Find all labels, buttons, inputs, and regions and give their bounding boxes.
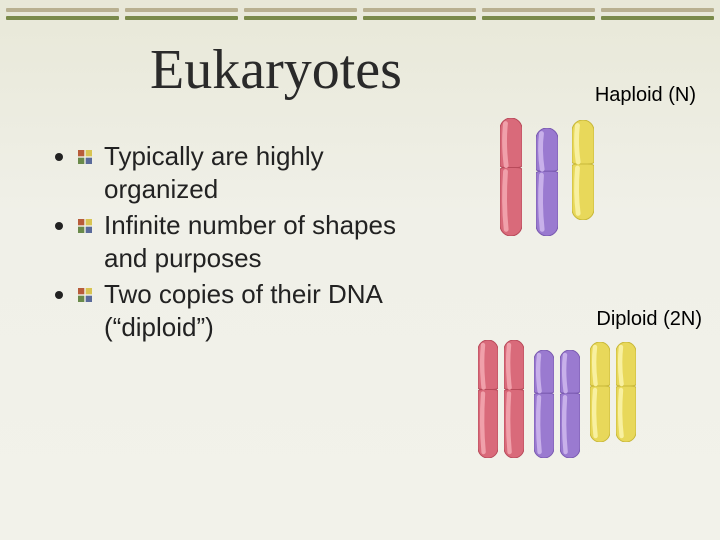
bar-segment-shadow <box>6 8 119 12</box>
bar-segment-shadow <box>244 8 357 12</box>
bar-segment-shadow <box>482 8 595 12</box>
bar-segment <box>363 16 476 20</box>
haploid-label: Haploid (N) <box>595 84 696 107</box>
bar-segment <box>125 16 238 20</box>
bullet-item: Infinite number of shapes and purposes <box>78 209 408 274</box>
bar-segment-shadow <box>601 8 714 12</box>
bullet-text: Two copies of their DNA (“diploid”) <box>104 279 381 342</box>
bullet-quad-icon <box>78 150 92 164</box>
bullet-item: Typically are highly organized <box>78 140 408 205</box>
bar-segment <box>6 16 119 20</box>
bullet-list: Typically are highly organizedInfinite n… <box>78 140 408 347</box>
bullet-quad-icon <box>78 219 92 233</box>
chromosome-icon <box>534 350 554 458</box>
chromosome-icon <box>616 342 636 442</box>
bullet-quad-icon <box>78 288 92 302</box>
slide-title: Eukaryotes <box>150 38 402 102</box>
chromosome-icon <box>478 340 498 458</box>
bullet-text: Typically are highly organized <box>104 141 324 204</box>
bar-segment-shadow <box>125 8 238 12</box>
chromosome-icon <box>500 118 522 236</box>
chromosome-icon <box>590 342 610 442</box>
bar-segment-shadow <box>363 8 476 12</box>
bar-row-shadow <box>0 8 720 12</box>
bar-segment <box>482 16 595 20</box>
chromosome-icon <box>572 120 594 220</box>
bar-segment <box>601 16 714 20</box>
diploid-label: Diploid (2N) <box>596 308 702 331</box>
bullet-text: Infinite number of shapes and purposes <box>104 210 396 273</box>
chromosome-icon <box>536 128 558 236</box>
bullet-item: Two copies of their DNA (“diploid”) <box>78 278 408 343</box>
bar-segment <box>244 16 357 20</box>
decorative-top-bars <box>0 8 720 24</box>
chromosome-icon <box>560 350 580 458</box>
chromosome-icon <box>504 340 524 458</box>
bar-row-main <box>0 16 720 20</box>
